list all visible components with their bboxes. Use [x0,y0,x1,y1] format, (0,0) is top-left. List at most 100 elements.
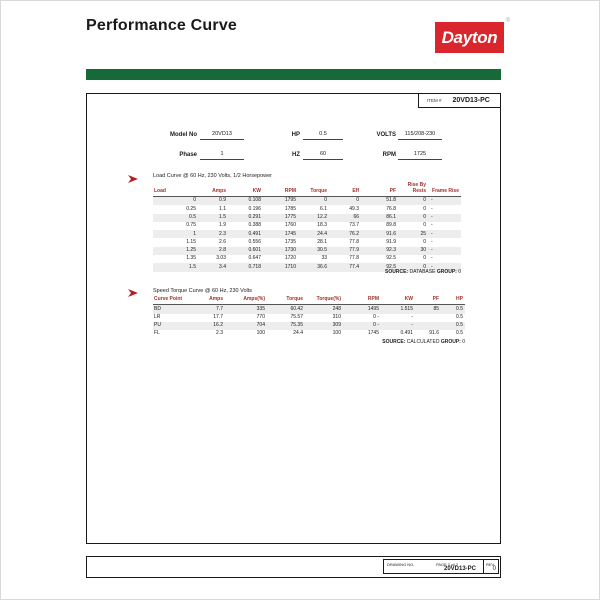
column-header: PF [389,187,396,194]
table-cell: 0.9 [219,197,226,204]
table-cell: 1720 [284,255,296,262]
table-cell: 1795 [284,197,296,204]
speed-torque-source: SOURCE: CALCULATED GROUP: 0 [153,339,465,345]
table-cell: - [431,222,433,229]
table-cell: 2.3 [216,330,223,337]
table-cell: 76.8 [386,205,396,212]
column-header: HP [456,296,463,302]
table-cell: 36.6 [317,263,327,270]
volts-label: VOLTS [376,132,396,138]
table-cell: 0.718 [248,263,261,270]
table-cell: 91.6 [386,230,396,237]
table-cell: - [411,313,413,320]
column-header: Torque [286,296,303,302]
column-header: KW [252,187,261,194]
table-cell: 75.35 [290,322,303,329]
source-value: DATABASE [409,269,436,275]
table-row: 0 0.9 0.108 1795 0 0 51.8 0- [153,196,461,206]
footer-frame: DRAWING NO. PAGE 2 of 2 20VD13-PC REV 0 [86,556,501,578]
section-arrow-icon [128,175,138,183]
table-cell: 310 [332,313,341,320]
table-cell: 0.75 [186,222,196,229]
table-cell: 1760 [284,222,296,229]
table-cell: 704 [256,322,265,329]
drawing-number-cell: DRAWING NO. PAGE 2 of 2 20VD13-PC [384,560,483,573]
speed-torque-table: Curve Point Amps Amps(%) Torque Torque(%) RPM… [153,296,465,338]
table-cell: 1.1 [219,205,226,212]
table-cell: 0 [423,222,426,229]
item-number-value: 20VD13-PC [452,97,490,104]
table-row: BD 7.7 335 60.42 248 1495 1.515 85 0.5 [153,304,465,314]
table-cell: 28.1 [317,238,327,245]
column-header: RPM [367,296,379,302]
table-cell: 0.601 [248,247,261,254]
table-cell: 1.9 [219,222,226,229]
table-cell: 0.647 [248,255,261,262]
speed-torque-header-row: Curve Point Amps Amps(%) Torque Torque(%) RPM… [153,296,465,305]
table-cell: 0 [423,255,426,262]
dayton-logo-text: Dayton [441,27,498,47]
table-cell: 89.8 [386,222,396,229]
table-cell: 0.388 [248,222,261,229]
table-cell: - [431,213,433,220]
hz-label: HZ [292,152,300,158]
table-cell: 91.9 [386,238,396,245]
table-cell: 85 [433,305,439,312]
group-label: GROUP: [436,269,457,275]
table-cell: 0 [423,238,426,245]
table-cell: 0.491 [248,230,261,237]
table-cell: 86.1 [386,213,396,220]
table-cell: 66 [353,213,359,220]
table-cell: 0.25 [186,205,196,212]
table-cell: BD [154,305,161,312]
table-cell: 3.03 [216,255,226,262]
table-cell: 248 [332,305,341,312]
rev-value: 0 [492,566,496,572]
table-row: FL 2.3 100 24.4 100 1745 0.491 91.6 0.5 [153,330,465,338]
table-cell: - [431,205,433,212]
column-header: Load [154,187,166,194]
drawing-number-box: DRAWING NO. PAGE 2 of 2 20VD13-PC REV 0 [383,559,499,574]
table-cell: 1.5 [189,263,196,270]
source-label: SOURCE: [382,339,406,345]
group-label: GROUP: [440,339,461,345]
volts-value: 115/208-230 [398,131,442,140]
table-cell: - [431,263,433,270]
table-cell: 0.108 [248,197,261,204]
table-cell: 0.5 [456,313,463,320]
table-cell: 24.4 [317,230,327,237]
table-cell: 0 [423,213,426,220]
table-cell: 2.8 [219,247,226,254]
table-cell: 1.5 [219,213,226,220]
table-cell: - [431,255,433,262]
table-cell: FL [154,330,160,337]
phase-value: 1 [200,151,244,160]
table-cell: - [431,238,433,245]
drawing-no-value: 20VD13-PC [443,566,476,572]
table-cell: 0.5 [189,213,196,220]
table-cell: 1.515 [400,305,413,312]
hp-label: HP [291,132,300,138]
table-cell: 91.6 [429,330,439,337]
dayton-logo: Dayton ® [435,18,510,53]
table-cell: 335 [256,305,265,312]
drawing-no-label: DRAWING NO. [387,561,415,567]
table-cell: - [411,322,413,329]
column-header: Amps [209,296,223,302]
table-cell: 0 [324,197,327,204]
load-curve-table: Load Amps KW RPM Torque Eff PF Rise By Resis Fra… [153,182,461,272]
table-cell: 92.3 [386,247,396,254]
table-cell: 1495 [367,305,379,312]
group-value: 0 [458,269,461,275]
table-cell: 309 [332,322,341,329]
table-cell: 0.5 [456,305,463,312]
group-value: 0 [462,339,465,345]
table-row: 1.5 3.4 0.718 1710 36.6 77.4 92.5 0- [153,263,461,272]
table-cell: 33 [321,255,327,262]
table-cell: 92.5 [386,263,396,270]
column-header: Curve Point [154,296,183,302]
table-row: 0.25 1.1 0.196 1785 6.1 49.3 76.8 0- [153,205,461,213]
table-cell: 1.25 [186,247,196,254]
page-title: Performance Curve [86,17,238,34]
table-cell: 7.7 [216,305,223,312]
